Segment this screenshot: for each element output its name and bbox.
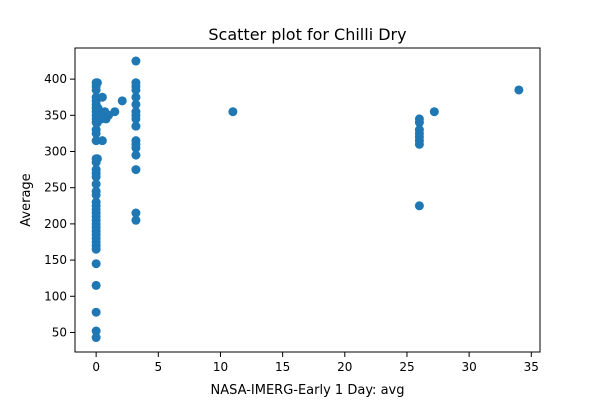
y-tick-label: 200 xyxy=(44,217,67,231)
data-point xyxy=(131,208,141,218)
x-tick-label: 10 xyxy=(213,360,228,374)
data-point xyxy=(131,92,141,102)
data-point xyxy=(91,179,101,189)
data-point xyxy=(131,121,141,131)
data-point xyxy=(131,215,141,225)
data-point xyxy=(91,85,101,95)
data-point xyxy=(131,85,141,95)
data-point xyxy=(91,136,101,146)
data-point xyxy=(97,136,107,146)
data-point xyxy=(514,85,524,95)
data-point xyxy=(91,244,101,254)
data-point xyxy=(429,107,439,117)
data-point xyxy=(131,99,141,109)
data-point xyxy=(228,107,238,117)
data-point xyxy=(110,107,120,117)
data-point xyxy=(93,103,103,113)
x-tick-label: 30 xyxy=(461,360,476,374)
data-point xyxy=(91,326,101,336)
y-tick-label: 250 xyxy=(44,181,67,195)
data-point xyxy=(117,96,127,106)
x-tick-label: 15 xyxy=(275,360,290,374)
x-tick-label: 35 xyxy=(524,360,539,374)
data-point xyxy=(91,280,101,290)
data-point xyxy=(91,333,101,343)
data-point xyxy=(131,165,141,175)
data-point xyxy=(92,154,102,164)
data-point xyxy=(91,172,101,182)
x-tick-label: 0 xyxy=(92,360,100,374)
data-point xyxy=(131,114,141,124)
data-point xyxy=(91,307,101,317)
chart-title: Scatter plot for Chilli Dry xyxy=(208,25,406,44)
plot-frame xyxy=(74,47,541,353)
points-layer xyxy=(91,56,524,343)
x-tick-label: 20 xyxy=(337,360,352,374)
y-axis-label: Average xyxy=(19,173,34,226)
y-tick-label: 350 xyxy=(44,108,67,122)
y-tick-label: 100 xyxy=(44,289,67,303)
y-axis-ticks: 50 100 150 200 250 300 350 400 xyxy=(44,72,75,339)
x-axis-ticks: 0 5 10 15 20 25 30 35 xyxy=(92,352,539,374)
plot-area xyxy=(75,48,540,352)
data-point xyxy=(91,128,101,138)
data-point xyxy=(131,143,141,153)
data-point xyxy=(414,118,424,128)
data-point xyxy=(414,201,424,211)
data-point xyxy=(92,78,102,88)
x-tick-label: 5 xyxy=(154,360,162,374)
data-point xyxy=(131,56,141,66)
data-point xyxy=(91,259,101,269)
y-tick-label: 300 xyxy=(44,145,67,159)
data-point xyxy=(131,150,141,160)
data-point xyxy=(91,190,101,200)
y-tick-label: 400 xyxy=(44,72,67,86)
y-tick-label: 50 xyxy=(52,325,67,339)
x-axis-label: NASA-IMERG-Early 1 Day: avg xyxy=(211,383,405,398)
data-point xyxy=(97,92,107,102)
y-tick-label: 150 xyxy=(44,253,67,267)
data-point xyxy=(414,139,424,149)
x-tick-label: 25 xyxy=(399,360,414,374)
